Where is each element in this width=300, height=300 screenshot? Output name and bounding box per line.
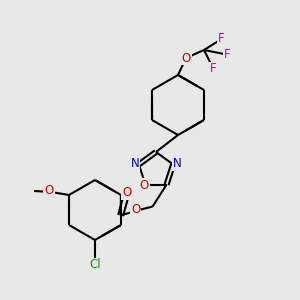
Text: O: O xyxy=(140,179,149,192)
Text: N: N xyxy=(130,157,139,170)
Text: N: N xyxy=(173,157,182,170)
Text: F: F xyxy=(210,62,216,76)
Text: F: F xyxy=(224,47,230,61)
Text: Cl: Cl xyxy=(89,259,101,272)
Text: O: O xyxy=(182,52,190,64)
Text: F: F xyxy=(218,32,224,44)
Text: O: O xyxy=(44,184,54,196)
Text: O: O xyxy=(131,203,140,216)
Text: O: O xyxy=(122,186,131,199)
